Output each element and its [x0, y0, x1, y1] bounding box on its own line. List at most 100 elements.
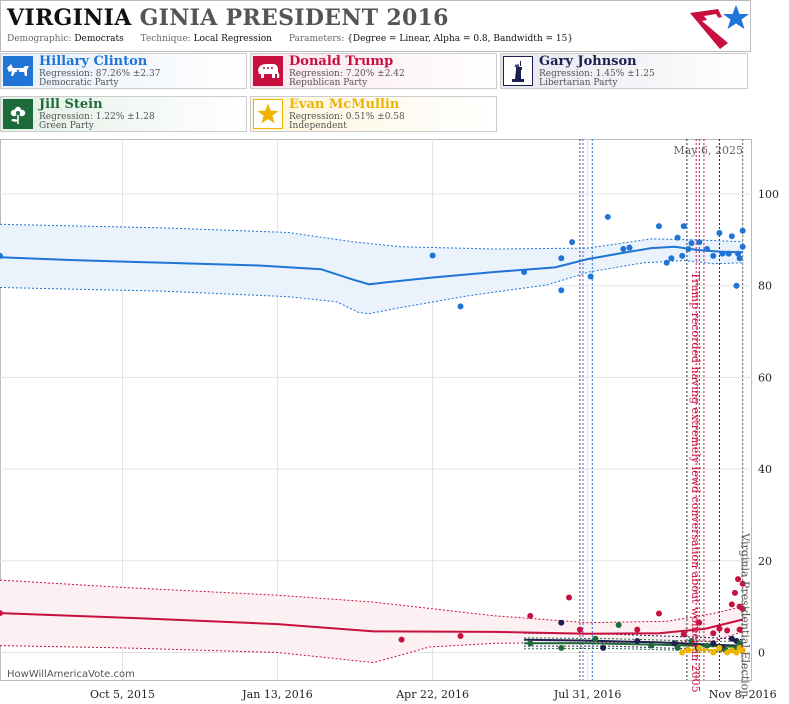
legend-card-johnson[interactable]: Gary Johnson Regression: 1.45% ±1.25 Lib…: [500, 53, 748, 89]
poll-point: [739, 243, 746, 250]
site-logo: [690, 5, 749, 49]
poll-point: [620, 246, 627, 253]
poll-point: [600, 644, 607, 651]
candidate-party: Independent: [289, 121, 347, 131]
poll-point: [679, 649, 686, 656]
poll-point: [685, 246, 692, 253]
poll-point: [710, 640, 717, 647]
poll-point: [696, 644, 703, 651]
poll-point: [671, 640, 678, 647]
poll-point: [696, 619, 703, 626]
candidate-regression: Regression: 1.22% ±1.28: [39, 112, 155, 122]
poll-point: [521, 268, 528, 275]
legend-card-stein[interactable]: Jill Stein Regression: 1.22% ±1.28 Green…: [0, 96, 247, 132]
candidate-regression: Regression: 87.26% ±2.37: [39, 69, 161, 79]
poll-point: [728, 601, 735, 608]
poll-point: [724, 649, 731, 656]
poll-point: [728, 233, 735, 240]
poll-point: [674, 234, 681, 241]
poll-point: [634, 638, 641, 645]
poll-point: [710, 630, 717, 637]
poll-point: [527, 640, 534, 647]
poll-point: [704, 642, 711, 649]
poll-point: [615, 621, 622, 628]
donkey-icon: [3, 56, 33, 86]
param-value: Local Regression: [193, 34, 272, 44]
candidate-name: Evan McMullin: [289, 97, 400, 112]
star-icon: [253, 99, 283, 129]
param-value: Democrats: [74, 34, 124, 44]
event-annotation: Virginia Presidential Election: [739, 532, 752, 697]
y-tick-label: 20: [758, 555, 772, 568]
poll-point: [527, 612, 534, 619]
poll-point: [735, 250, 742, 257]
x-tick-label: Jul 31, 2016: [553, 688, 622, 701]
y-tick-label: 80: [758, 280, 772, 293]
lower-bound-line: [524, 645, 743, 652]
candidate-name: Gary Johnson: [539, 54, 637, 69]
poll-point: [663, 259, 670, 266]
poll-point: [680, 631, 687, 638]
trend-line: [0, 612, 743, 635]
poll-point: [688, 240, 695, 247]
confidence-band: [0, 224, 743, 314]
poll-point: [735, 576, 742, 583]
poll-point: [725, 250, 732, 257]
poll-point: [655, 223, 662, 230]
param-label: Demographic:: [7, 34, 72, 44]
title-rest: GINIA PRESIDENT 2016: [139, 5, 449, 31]
poll-point: [604, 213, 611, 220]
poll-point: [736, 640, 743, 647]
poll-point: [731, 589, 738, 596]
x-tick-label: Apr 22, 2016: [395, 688, 469, 701]
poll-point: [457, 303, 464, 310]
candidate-party: Green Party: [39, 121, 94, 131]
poll-point: [569, 239, 576, 246]
poll-point: [0, 252, 3, 259]
poll-point: [680, 223, 687, 230]
poll-point: [655, 610, 662, 617]
statue-of-liberty-icon: [503, 56, 533, 86]
y-tick-label: 0: [758, 646, 765, 659]
poll-point: [648, 642, 655, 649]
candidate-name: Hillary Clinton: [39, 54, 148, 69]
poll-point: [626, 244, 633, 251]
x-tick-label: Oct 5, 2015: [90, 688, 155, 701]
x-tick-label: Nov 8, 2016: [709, 688, 777, 701]
y-tick-label: 60: [758, 371, 772, 384]
poll-point: [558, 255, 565, 262]
poll-point: [674, 644, 681, 651]
poll-point: [739, 605, 746, 612]
legend-card-mcmullin[interactable]: Evan McMullin Regression: 0.51% ±0.58 In…: [250, 96, 497, 132]
param-label: Technique:: [140, 34, 191, 44]
parameters-line: Demographic: Democrats Technique: Local …: [7, 34, 587, 44]
candidate-party: Democratic Party: [39, 78, 119, 88]
poll-point: [739, 647, 746, 654]
title-bar: VIRGINIA GINIA PRESIDENT 2016 Demographi…: [0, 0, 751, 52]
confidence-band: [0, 580, 743, 663]
candidate-regression: Regression: 1.45% ±1.25: [539, 69, 655, 79]
legend-card-trump[interactable]: Donald Trump Regression: 7.20% ±2.42 Rep…: [250, 53, 497, 89]
lower-bound-line: [0, 259, 743, 315]
poll-point: [704, 246, 711, 253]
legend-card-clinton[interactable]: Hillary Clinton Regression: 87.26% ±2.37…: [0, 53, 247, 89]
trend-line: [0, 245, 743, 286]
poll-point: [739, 580, 746, 587]
upper-bound-line: [524, 637, 743, 643]
poll-point: [710, 649, 717, 656]
candidate-regression: Regression: 7.20% ±2.42: [289, 69, 405, 79]
poll-point: [716, 229, 723, 236]
poll-point: [728, 635, 735, 642]
flower-icon: [3, 99, 33, 129]
date-stamp: May 6, 2025: [673, 144, 743, 157]
poll-point: [668, 255, 675, 262]
upper-bound-line: [0, 579, 743, 624]
lower-bound-line: [524, 647, 743, 654]
site-credit: HowWillAmericaVote.com: [7, 669, 135, 680]
poll-point: [685, 647, 692, 654]
candidate-name: Jill Stein: [39, 97, 103, 112]
event-annotation: Trump recorded having extremely lewd con…: [689, 272, 702, 693]
poll-point: [457, 632, 464, 639]
upper-bound-line: [0, 223, 743, 250]
title-state: VIRGINIA: [7, 5, 132, 31]
